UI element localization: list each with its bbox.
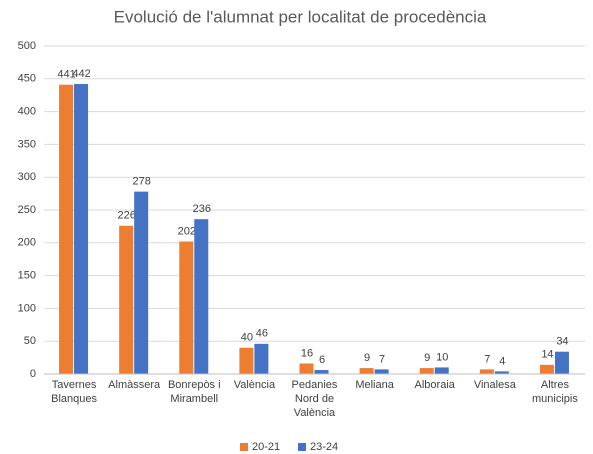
data-label: 7 (484, 353, 490, 365)
x-tick-label: València (233, 379, 276, 391)
bar (434, 367, 449, 374)
data-label: 9 (424, 352, 430, 364)
bar (179, 241, 194, 374)
data-label: 7 (379, 353, 385, 365)
data-label: 34 (556, 336, 568, 348)
legend-swatch (298, 443, 306, 451)
bar (254, 343, 269, 374)
bar (119, 225, 134, 374)
bar (554, 351, 569, 374)
data-label: 9 (364, 352, 370, 364)
y-tick-label: 250 (18, 204, 36, 216)
y-tick-label: 50 (24, 335, 36, 347)
data-label: 4 (499, 355, 505, 367)
x-tick-label: Almàssera (108, 379, 161, 391)
data-label: 202 (178, 225, 196, 237)
data-label: 6 (319, 354, 325, 366)
x-tick-label: Meliana (355, 379, 394, 391)
data-label: 278 (132, 176, 150, 188)
y-tick-label: 200 (18, 237, 36, 249)
bar (359, 368, 374, 374)
data-label: 442 (72, 68, 90, 80)
bar (539, 364, 554, 374)
bar (314, 370, 329, 374)
data-label: 40 (241, 332, 253, 344)
data-label: 10 (436, 351, 448, 363)
y-tick-label: 350 (18, 138, 36, 150)
data-label: 16 (301, 347, 313, 359)
y-tick-label: 0 (30, 368, 36, 380)
bar (299, 363, 314, 374)
y-tick-label: 300 (18, 171, 36, 183)
x-tick-label: Alboraia (414, 379, 455, 391)
y-tick-label: 100 (18, 302, 36, 314)
y-tick-label: 450 (18, 73, 36, 85)
data-label: 441 (57, 69, 75, 81)
data-label: 226 (117, 210, 135, 222)
bar (494, 371, 509, 374)
data-label: 46 (256, 328, 268, 340)
x-tick-label: Vinalesa (473, 379, 516, 391)
bar (374, 369, 389, 374)
x-tick-label: Tavernes Blanques (51, 379, 97, 405)
bar (239, 347, 254, 374)
bar (134, 191, 149, 374)
x-tick-label: Altres municipis (532, 379, 578, 405)
data-label: 14 (541, 349, 553, 361)
bar (59, 84, 74, 374)
x-tick-label: Pedanies Nord de València (291, 379, 338, 419)
bar (419, 368, 434, 374)
data-label: 236 (193, 203, 211, 215)
bar (74, 84, 89, 374)
legend-label: 23-24 (310, 441, 338, 453)
legend-swatch (240, 443, 248, 451)
y-tick-label: 400 (18, 106, 36, 118)
legend-label: 20-21 (252, 441, 280, 453)
bar (194, 219, 209, 374)
bar (479, 369, 494, 374)
x-tick-label: Bonrepòs i Mirambell (167, 379, 221, 405)
chart-title: Evolució de l'alumnat per localitat de p… (114, 7, 487, 26)
y-tick-label: 500 (18, 40, 36, 52)
y-tick-label: 150 (18, 270, 36, 282)
